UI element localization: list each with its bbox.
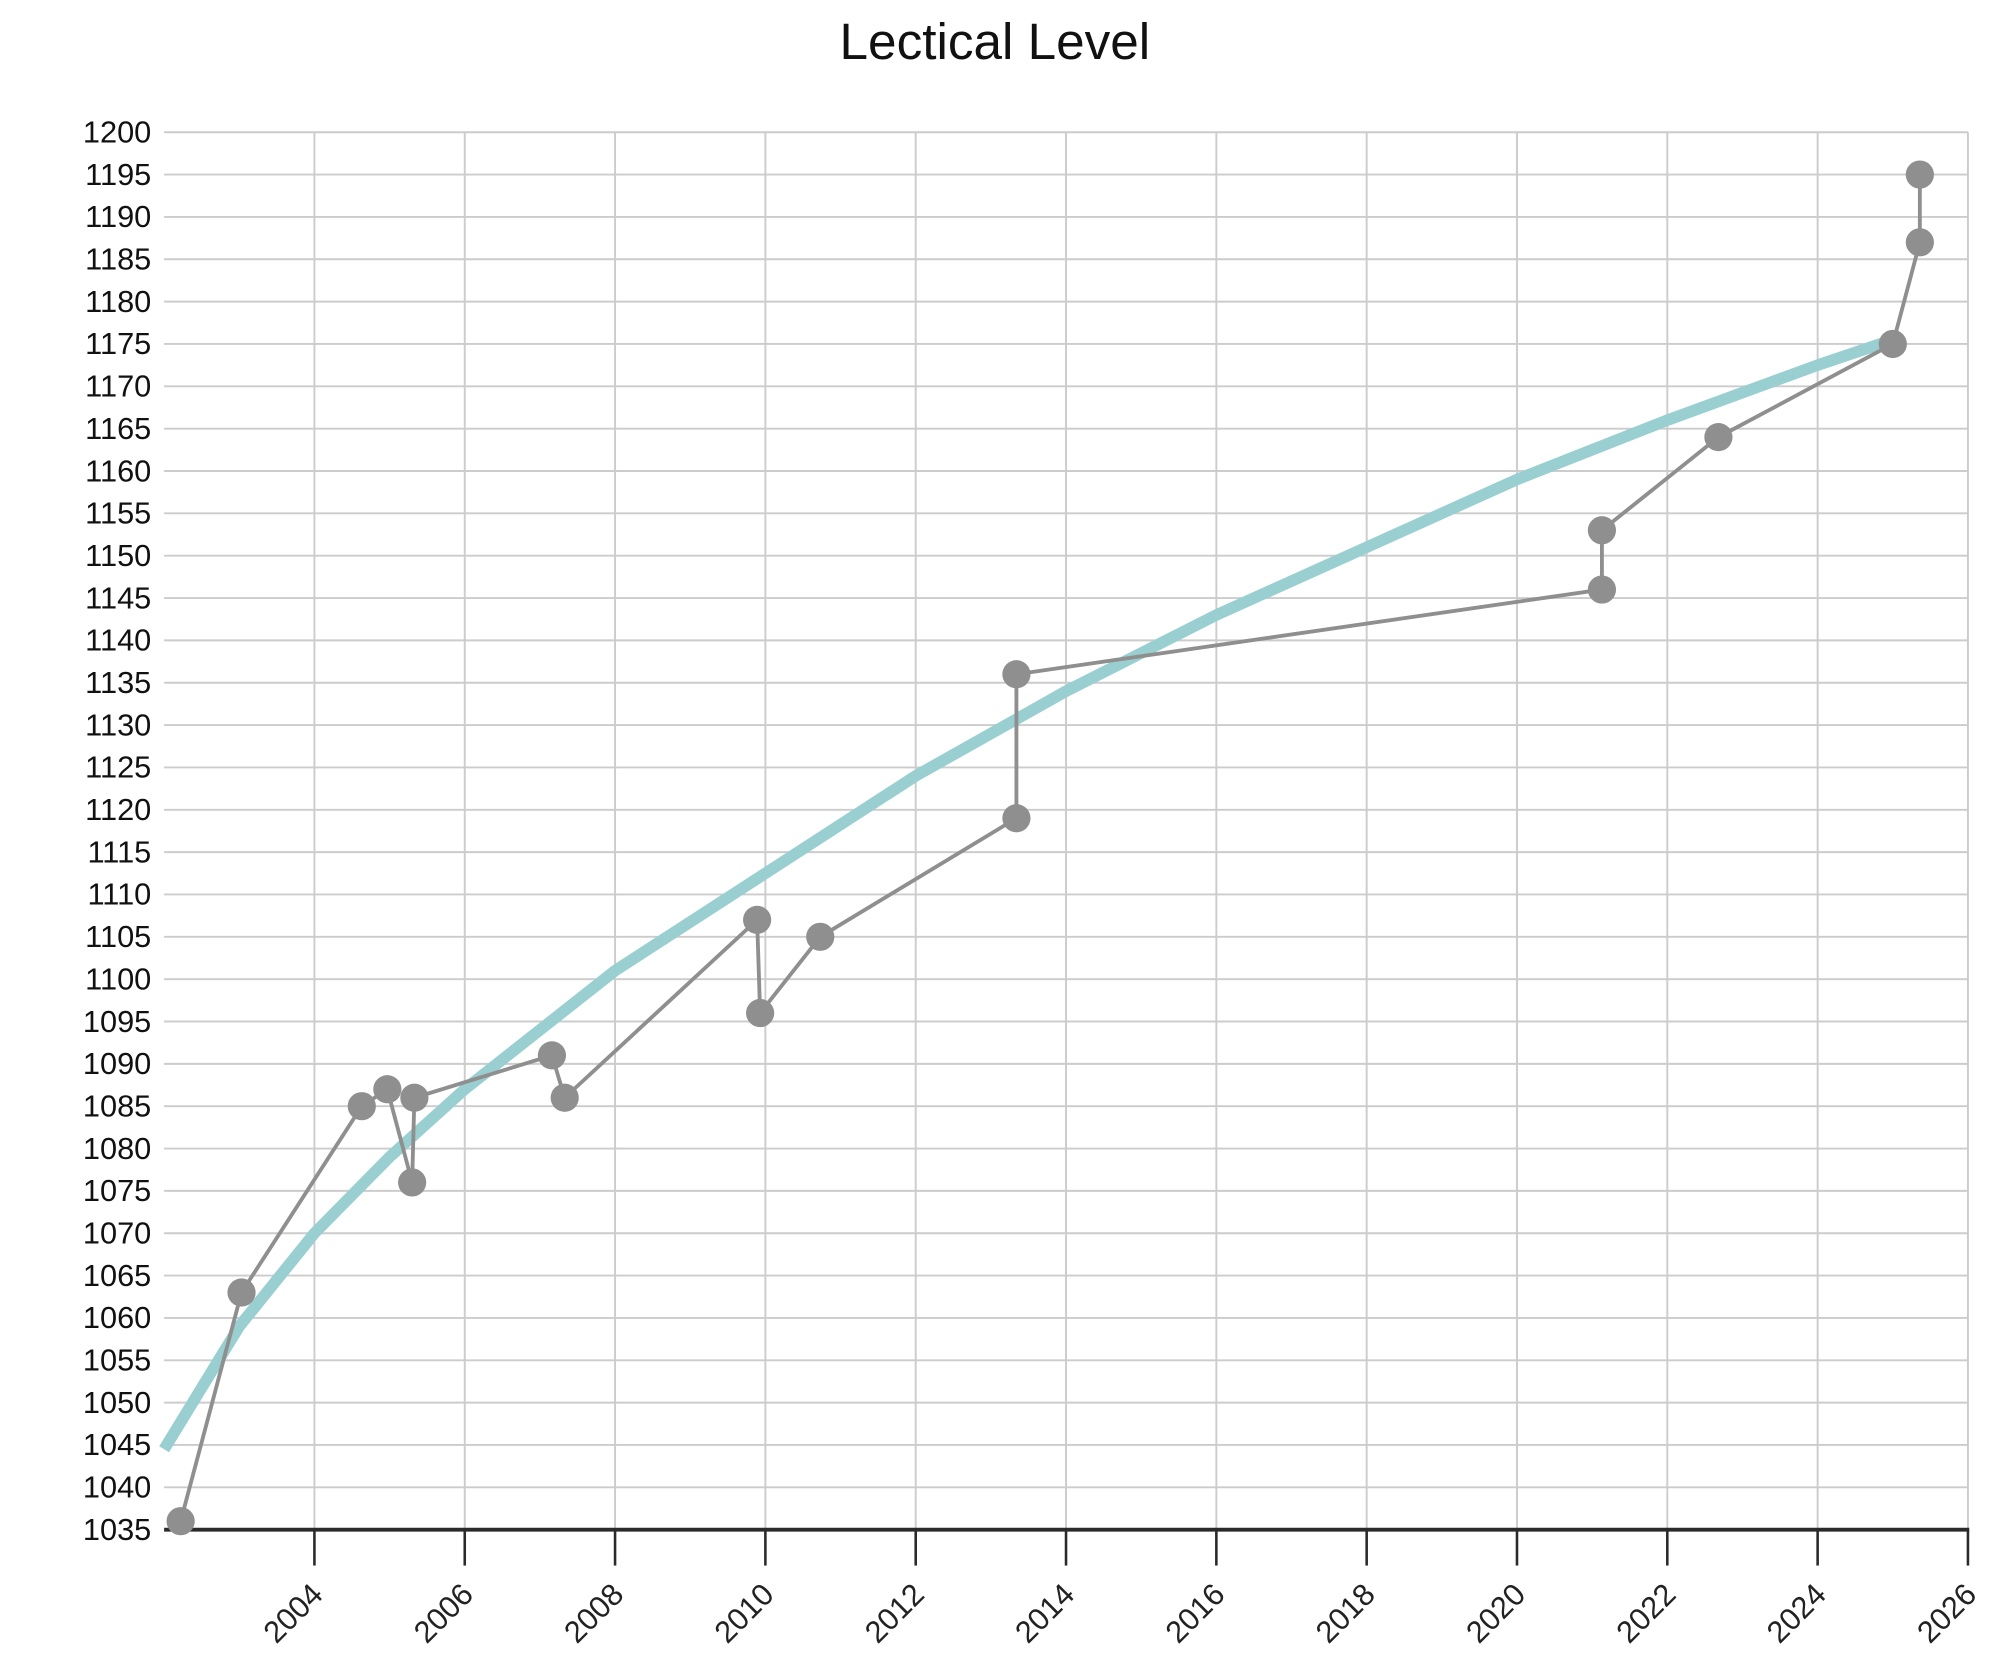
y-tick-label: 1160 <box>85 453 151 488</box>
y-tick-label: 1135 <box>85 665 151 700</box>
y-tick-label: 1035 <box>83 1512 151 1547</box>
y-tick-label: 1090 <box>83 1046 151 1081</box>
data-point <box>537 1041 567 1070</box>
series-layer <box>159 160 1934 1536</box>
data-point <box>1587 516 1617 545</box>
data-point <box>227 1278 256 1307</box>
chart-title: Lectical Level <box>840 13 1151 70</box>
y-tick-label: 1070 <box>83 1215 151 1250</box>
trend-line <box>159 334 1895 1453</box>
y-axis: 1035 1040 1045 1050 1055 1060 1065 1070 1075 1080… <box>83 114 151 1546</box>
y-tick-label: 1165 <box>85 411 151 446</box>
x-tick-label: 2014 <box>1008 1577 1081 1650</box>
x-tick-label: 2012 <box>858 1577 931 1650</box>
x-tick-label: 2018 <box>1309 1577 1382 1650</box>
x-tick-label: 2006 <box>407 1577 480 1650</box>
y-tick-label: 1060 <box>83 1300 151 1335</box>
y-tick-label: 1190 <box>85 199 151 234</box>
data-point <box>1905 228 1934 257</box>
data-point <box>1002 660 1031 689</box>
x-tick-label: 2024 <box>1760 1577 1833 1650</box>
y-tick-label: 1115 <box>87 834 151 869</box>
y-tick-label: 1195 <box>85 157 151 192</box>
y-tick-label: 1055 <box>83 1343 151 1378</box>
y-tick-label: 1175 <box>85 326 151 361</box>
data-point <box>743 905 772 934</box>
y-tick-label: 1125 <box>85 750 151 785</box>
data-point <box>806 922 835 951</box>
x-tick-label: 2010 <box>707 1577 780 1650</box>
y-tick-label: 1150 <box>85 538 151 573</box>
data-point <box>550 1083 579 1112</box>
data-point <box>746 998 775 1028</box>
y-tick-label: 1105 <box>85 919 151 954</box>
y-tick-label: 1110 <box>87 877 151 912</box>
data-point <box>347 1092 376 1121</box>
y-tick-label: 1200 <box>83 114 151 149</box>
y-tick-label: 1040 <box>83 1470 151 1505</box>
y-tick-label: 1085 <box>83 1088 151 1123</box>
data-point <box>1878 329 1907 359</box>
y-tick-label: 1145 <box>85 580 151 615</box>
data-point <box>398 1168 427 1197</box>
y-tick-label: 1120 <box>85 792 151 827</box>
data-point <box>1905 160 1934 189</box>
y-tick-label: 1075 <box>83 1173 151 1208</box>
y-tick-label: 1155 <box>85 496 151 531</box>
x-tick-label: 2020 <box>1459 1577 1532 1650</box>
x-axis: 2004 2006 2008 2010 2012 2014 2016 2018 2020 2022… <box>164 1527 1983 1650</box>
x-tick-label: 2026 <box>1910 1577 1983 1650</box>
score-line <box>178 174 1922 1522</box>
y-tick-label: 1045 <box>83 1427 151 1462</box>
data-point <box>1704 423 1733 452</box>
grid <box>164 131 1969 1530</box>
y-tick-label: 1095 <box>83 1004 151 1039</box>
x-tick-label: 2022 <box>1609 1577 1682 1650</box>
y-tick-label: 1130 <box>85 707 151 742</box>
y-tick-label: 1080 <box>83 1131 151 1166</box>
y-tick-label: 1180 <box>85 284 151 319</box>
y-tick-label: 1065 <box>83 1258 151 1293</box>
y-tick-label: 1050 <box>83 1385 151 1420</box>
y-tick-label: 1185 <box>85 242 151 277</box>
y-tick-label: 1100 <box>85 961 151 996</box>
data-point <box>166 1507 195 1536</box>
data-point <box>373 1075 402 1104</box>
y-tick-label: 1140 <box>85 623 151 658</box>
data-point <box>400 1083 429 1112</box>
x-tick-label: 2016 <box>1158 1577 1231 1650</box>
data-point <box>1587 575 1617 604</box>
x-tick-label: 2008 <box>557 1577 630 1650</box>
x-tick-label: 2004 <box>256 1577 329 1650</box>
y-tick-label: 1170 <box>85 369 151 404</box>
data-point <box>1002 804 1031 833</box>
